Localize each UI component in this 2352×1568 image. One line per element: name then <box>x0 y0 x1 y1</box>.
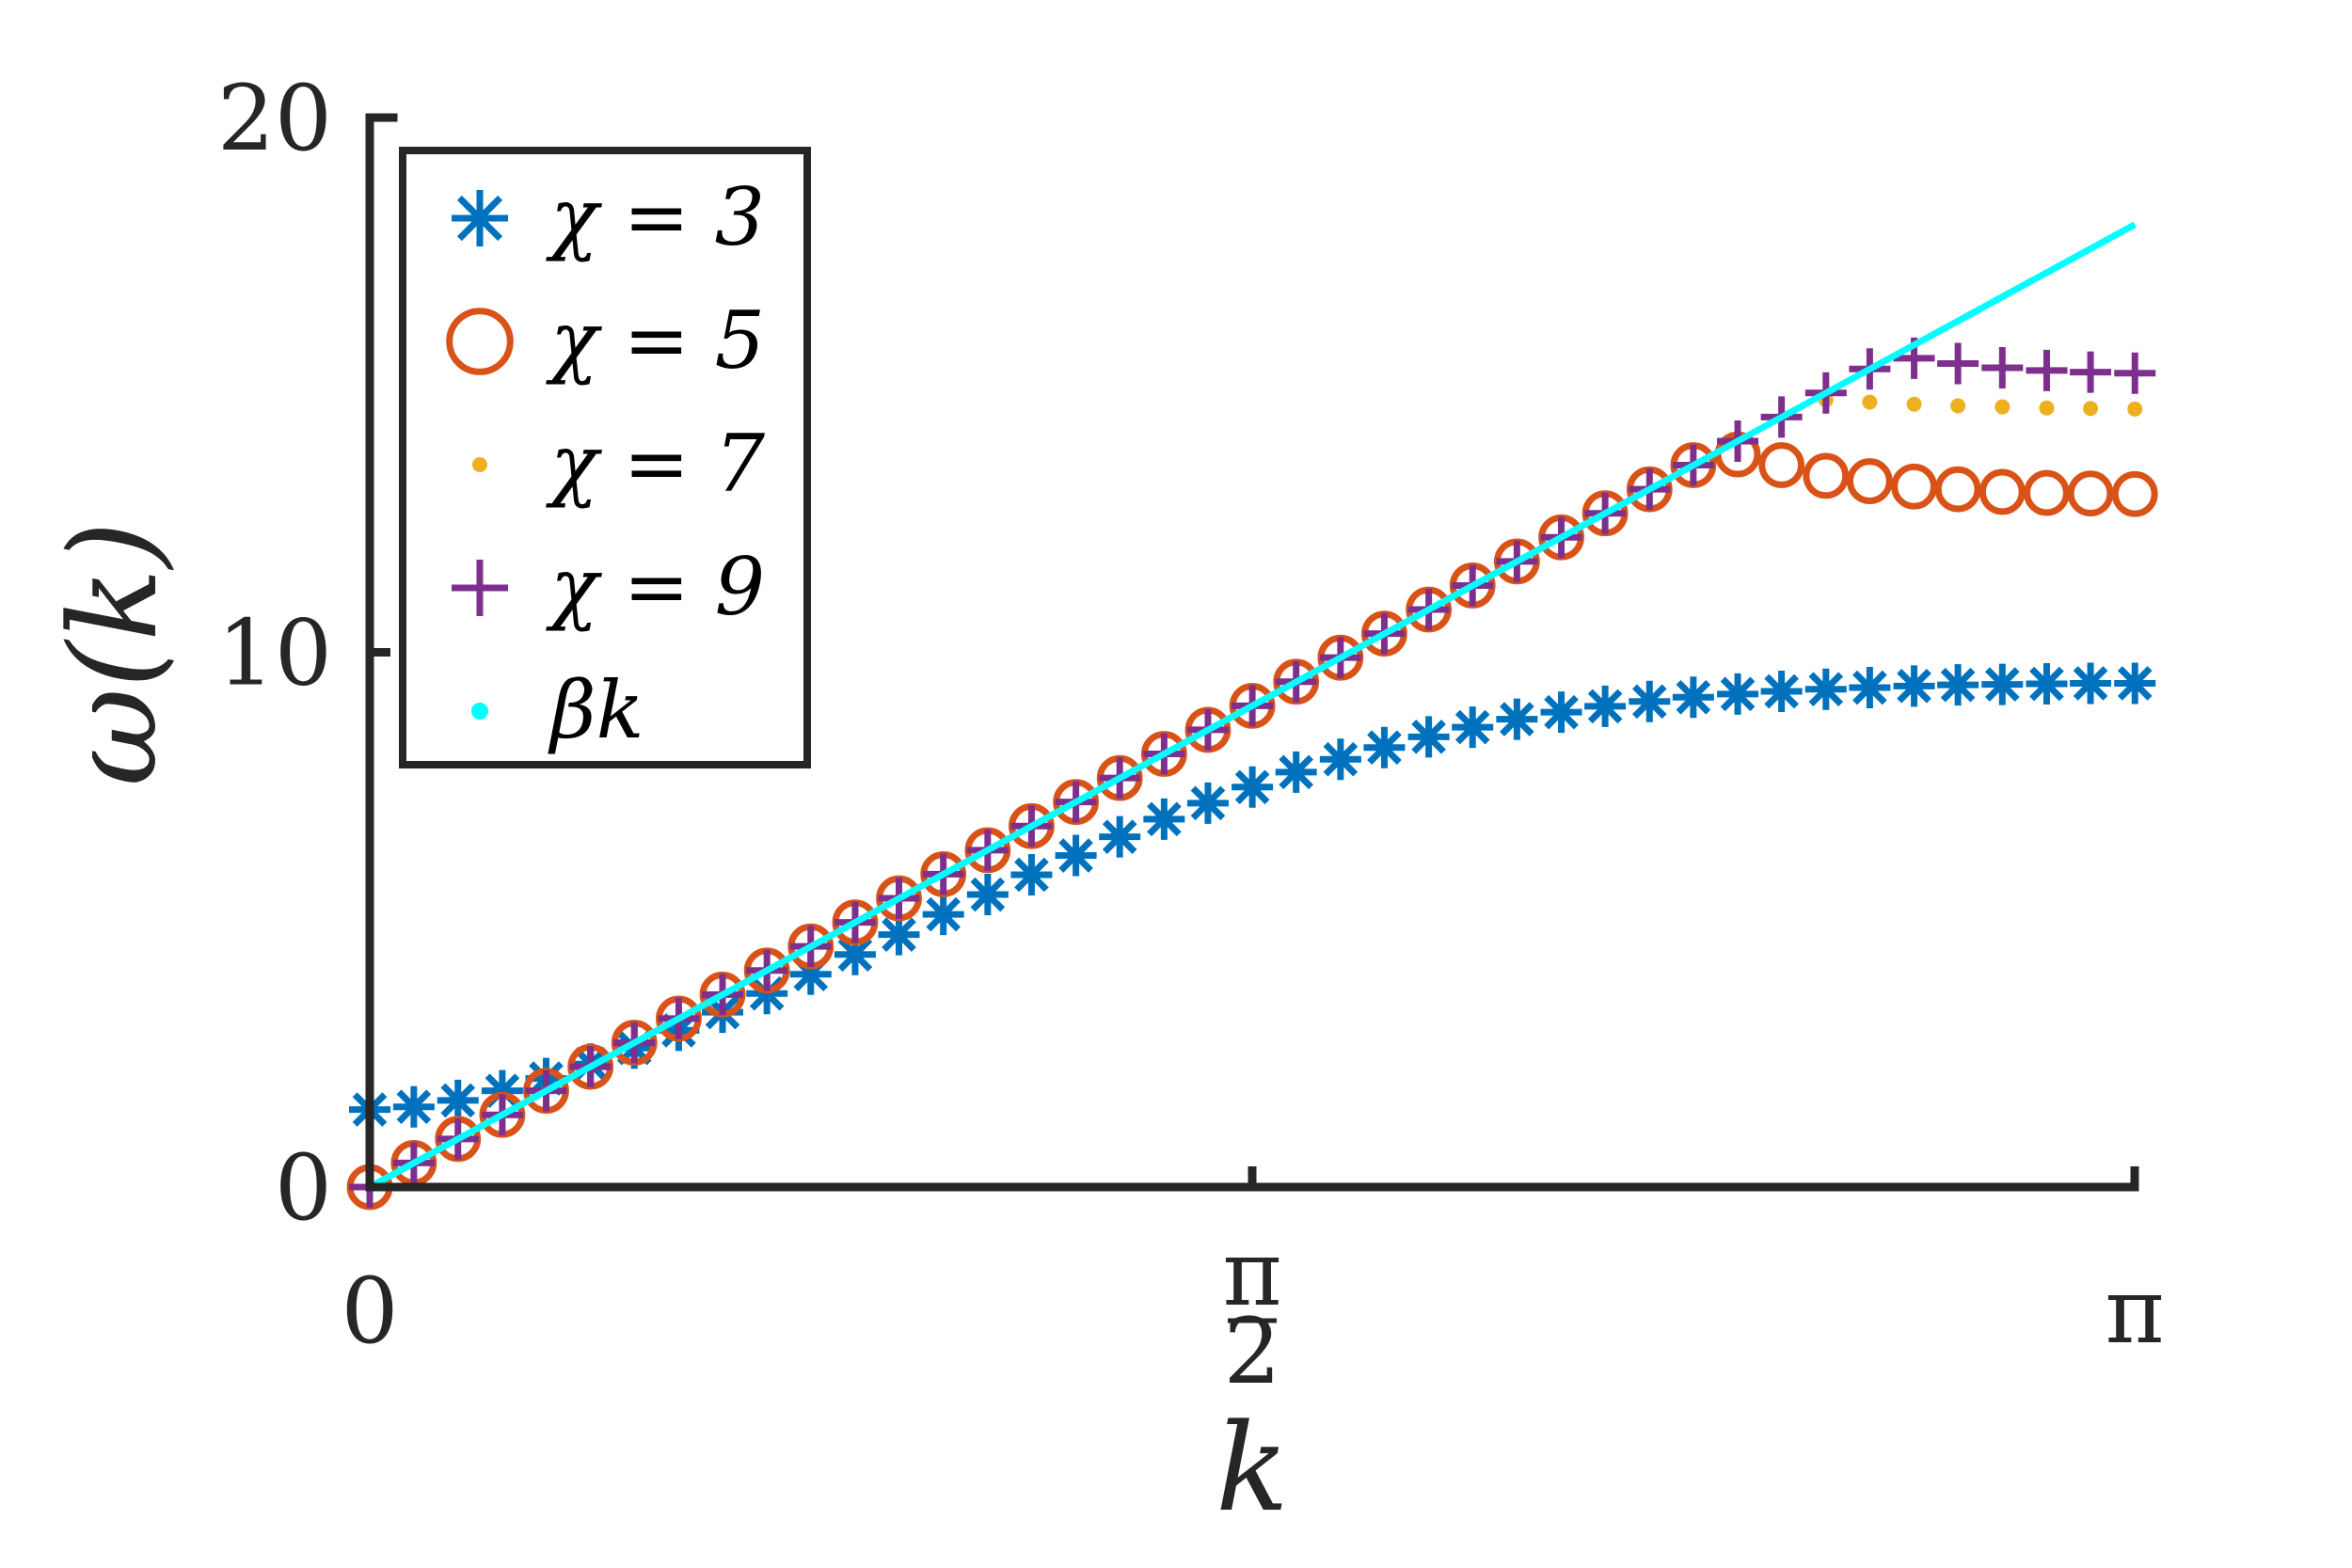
data-point-dot-3 <box>1950 398 1966 414</box>
y-tick-label-1: 10 <box>217 601 332 706</box>
data-point-plus-39 <box>2070 351 2112 393</box>
legend-item-circle: χ = 5 <box>446 294 765 387</box>
data-point-plus-40 <box>2114 352 2156 394</box>
legend-item-line: βk <box>471 664 644 756</box>
data-point-asterisk-3 <box>481 1069 523 1112</box>
x-tick-label-0: 0 <box>341 1259 398 1364</box>
data-point-asterisk-38 <box>2026 663 2068 705</box>
data-point-asterisk-34 <box>1849 667 1891 709</box>
data-point-asterisk-22 <box>1319 738 1361 781</box>
data-point-circle-36 <box>1934 466 1981 513</box>
data-point-asterisk-29 <box>1629 680 1671 722</box>
legend-label-line: βk <box>548 664 644 756</box>
x-axis-title: k <box>1216 1399 1289 1539</box>
data-point-asterisk-15 <box>1010 853 1053 895</box>
legend-item-dot: χ = 7 <box>472 418 766 510</box>
legend-item-plus: χ = 9 <box>452 541 765 633</box>
data-point-dot-1 <box>1862 394 1878 410</box>
data-point-asterisk-33 <box>1804 668 1847 710</box>
x-tick-label-1-num: π <box>1222 1221 1281 1326</box>
data-point-asterisk-39 <box>2070 662 2112 705</box>
data-point-dot-2 <box>1906 396 1922 412</box>
data-point-circle-32 <box>1758 442 1805 488</box>
legend-label-plus: χ = 9 <box>546 541 765 633</box>
data-point-asterisk-19 <box>1186 782 1229 824</box>
legend-symbol-circle <box>446 308 514 375</box>
data-point-asterisk-1 <box>392 1085 435 1128</box>
data-point-asterisk-13 <box>922 894 964 936</box>
data-point-asterisk-26 <box>1496 698 1538 740</box>
data-point-asterisk-14 <box>966 874 1009 916</box>
data-point-asterisk-24 <box>1407 716 1450 758</box>
legend-label-circle: χ = 5 <box>546 294 765 387</box>
legend-item-asterisk: χ = 3 <box>452 171 765 263</box>
data-point-plus-37 <box>1981 347 2024 389</box>
legend-label-asterisk: χ = 3 <box>546 171 765 263</box>
legend-symbol-line <box>471 703 488 720</box>
data-point-asterisk-36 <box>1937 664 1979 706</box>
legend-entries: χ = 3 χ = 5 χ = 7 χ = 9 βk <box>446 171 766 756</box>
data-point-asterisk-28 <box>1584 685 1627 727</box>
data-point-circle-34 <box>1846 458 1893 504</box>
data-point-asterisk-21 <box>1275 751 1317 793</box>
data-point-asterisk-35 <box>1893 665 1935 707</box>
data-point-circle-37 <box>1979 468 2026 515</box>
data-point-dot-7 <box>2127 401 2143 417</box>
data-point-asterisk-17 <box>1099 816 1141 858</box>
data-point-dot-4 <box>1994 399 2010 415</box>
legend-symbol-plus <box>452 560 508 616</box>
legend-label-dot: χ = 7 <box>546 418 766 510</box>
data-point-circle-33 <box>1803 452 1850 499</box>
legend-symbol-asterisk <box>452 190 508 246</box>
data-point-asterisk-11 <box>834 933 876 975</box>
data-point-asterisk-23 <box>1363 726 1406 768</box>
y-tick-label-2: 20 <box>217 66 332 171</box>
data-point-circle-40 <box>2111 470 2158 517</box>
data-point-circle-38 <box>2024 469 2070 516</box>
data-point-circle-39 <box>2067 470 2114 517</box>
legend-box <box>399 147 811 768</box>
data-point-plus-36 <box>1937 342 1979 385</box>
data-point-asterisk-16 <box>1055 834 1097 877</box>
data-point-asterisk-37 <box>1981 663 2024 705</box>
x-tick-label-1-den: 2 <box>1223 1299 1280 1404</box>
x-tick-label-2: π <box>2105 1259 2164 1364</box>
data-point-asterisk-20 <box>1232 766 1274 808</box>
data-point-plus-38 <box>2026 349 2068 391</box>
data-point-dot-6 <box>2083 401 2099 417</box>
series-dot <box>1818 392 2143 417</box>
y-axis-title: ω(k) <box>44 521 184 786</box>
data-point-asterisk-27 <box>1540 691 1582 734</box>
beta-k-line <box>368 221 2137 1191</box>
data-point-asterisk-10 <box>789 953 832 995</box>
data-point-asterisk-9 <box>746 973 788 1015</box>
data-point-circle-35 <box>1891 463 1937 510</box>
data-point-asterisk-30 <box>1672 676 1714 719</box>
data-point-asterisk-40 <box>2114 662 2156 705</box>
data-point-asterisk-31 <box>1717 673 1759 715</box>
data-point-asterisk-18 <box>1143 798 1185 840</box>
data-point-asterisk-32 <box>1760 671 1803 712</box>
y-tick-label-0: 0 <box>275 1135 332 1241</box>
data-point-dot-5 <box>2039 400 2055 416</box>
legend-symbol-dot <box>472 457 487 472</box>
data-point-asterisk-12 <box>878 913 920 956</box>
legend: χ = 3 χ = 5 χ = 7 χ = 9 βk <box>399 147 811 768</box>
data-point-asterisk-2 <box>437 1079 479 1121</box>
data-point-asterisk-25 <box>1452 706 1494 749</box>
